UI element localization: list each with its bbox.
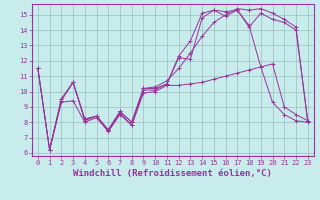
- X-axis label: Windchill (Refroidissement éolien,°C): Windchill (Refroidissement éolien,°C): [73, 169, 272, 178]
